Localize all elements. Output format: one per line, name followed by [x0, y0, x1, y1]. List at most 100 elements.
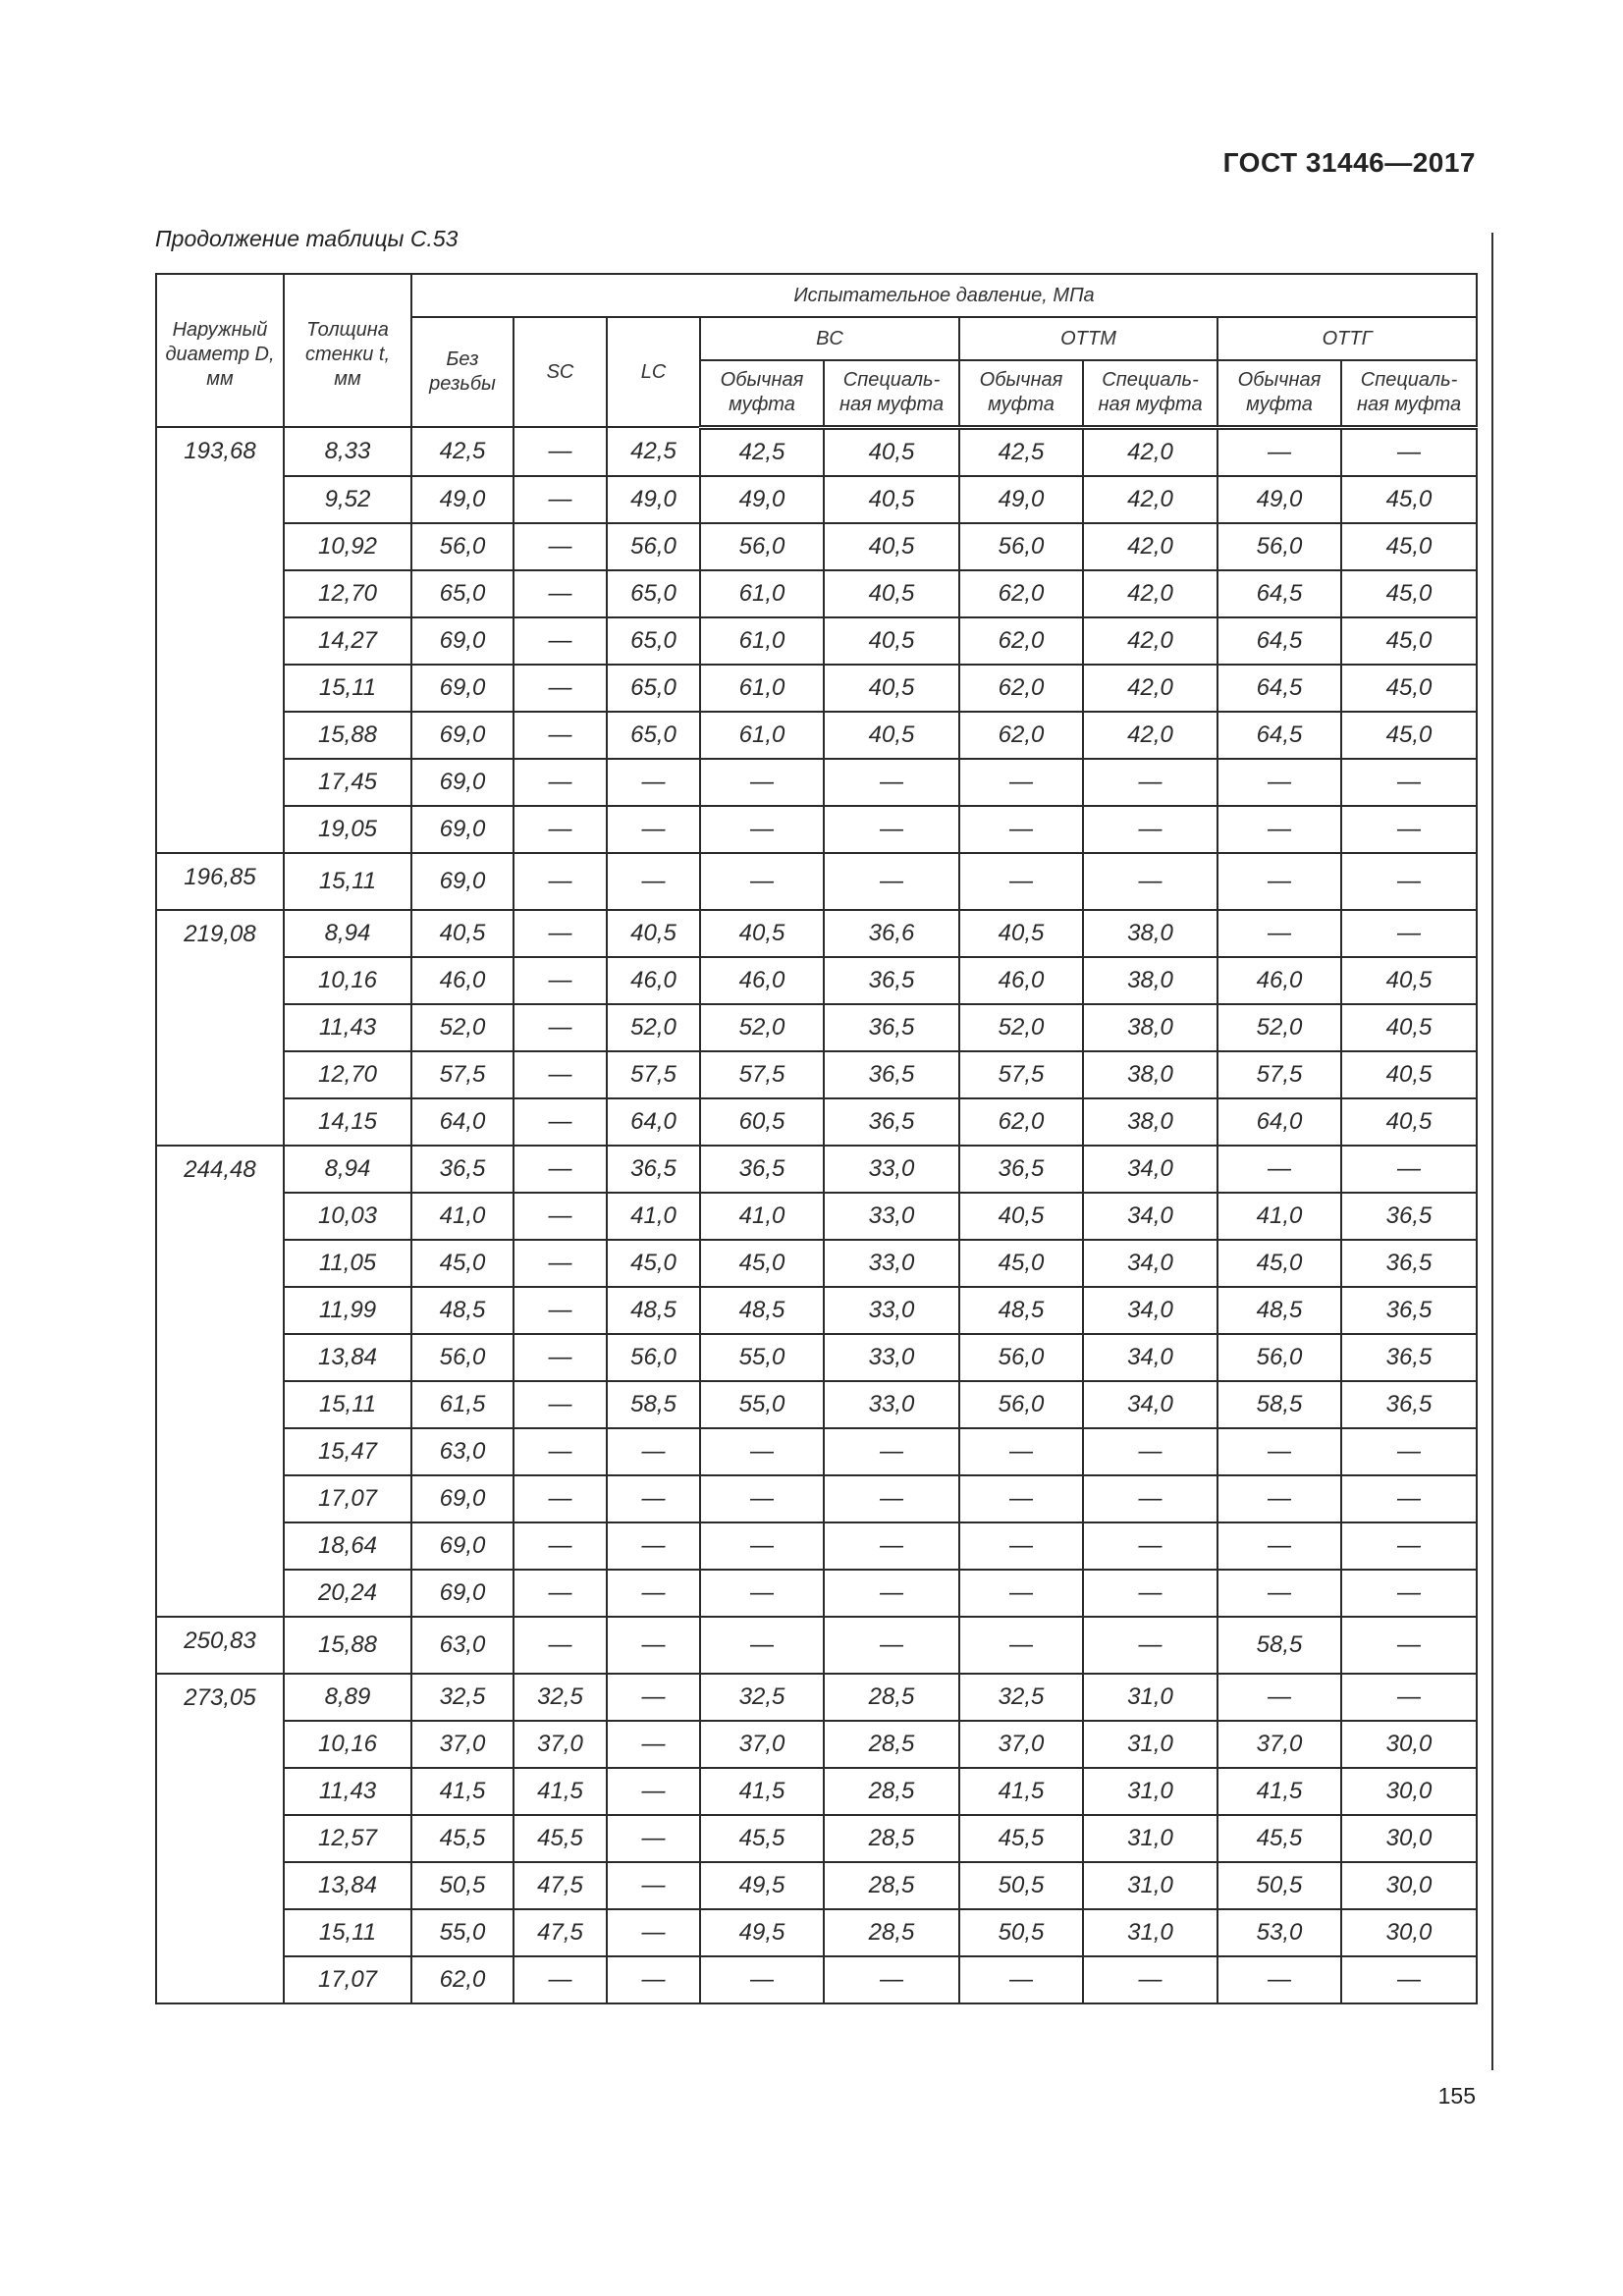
- cell-pressure: 32,5: [699, 1672, 825, 1722]
- cell-pressure: 34,0: [1082, 1238, 1218, 1288]
- page-number: 155: [1437, 2083, 1476, 2109]
- cell-pressure: —: [1217, 1144, 1342, 1194]
- cell-pressure: 32,5: [958, 1672, 1084, 1722]
- cell-pressure: 57,5: [606, 1049, 701, 1099]
- cell-thickness: 10,92: [283, 521, 412, 571]
- cell-pressure: —: [513, 1002, 608, 1052]
- cell-pressure: 48,5: [1217, 1285, 1342, 1335]
- cell-diameter: 193,68: [155, 426, 285, 854]
- header-plain: Без резьбы: [410, 316, 514, 428]
- cell-pressure: —: [513, 908, 608, 958]
- cell-pressure: 36,5: [699, 1144, 825, 1194]
- cell-pressure: —: [606, 1672, 701, 1722]
- cell-pressure: —: [513, 521, 608, 571]
- header-ottm-regular: Обычная муфта: [958, 359, 1084, 430]
- cell-thickness: 11,99: [283, 1285, 412, 1335]
- cell-thickness: 17,07: [283, 1473, 412, 1523]
- table-row: 10,92 56,0—56,0 56,0 40,5 56,0 42,0 56,0 45,0: [156, 521, 1479, 571]
- cell-pressure: —: [1082, 1473, 1218, 1523]
- cell-pressure: 28,5: [823, 1672, 960, 1722]
- table-row: 10,03 41,0—41,0 41,0 33,0 40,5 34,0 41,0 36,5: [156, 1191, 1479, 1241]
- cell-thickness: 15,47: [283, 1426, 412, 1476]
- cell-pressure: 45,0: [1339, 615, 1479, 666]
- cell-pressure: —: [513, 426, 608, 477]
- cell-thickness: 10,03: [283, 1191, 412, 1241]
- cell-pressure: 65,0: [606, 615, 701, 666]
- cell-pressure: 40,5: [1339, 1096, 1479, 1147]
- cell-pressure: 36,5: [606, 1144, 701, 1194]
- cell-pressure: —: [1082, 1954, 1218, 2004]
- cell-pressure: —: [1082, 1521, 1218, 1571]
- cell-pressure: 63,0: [410, 1426, 514, 1476]
- cell-thickness: 20,24: [283, 1568, 412, 1618]
- cell-pressure: 40,5: [606, 908, 701, 958]
- cell-pressure: 40,5: [1339, 955, 1479, 1005]
- cell-pressure: 56,0: [606, 1332, 701, 1382]
- cell-pressure: 37,0: [699, 1719, 825, 1769]
- cell-pressure: 33,0: [823, 1332, 960, 1382]
- cell-pressure: 38,0: [1082, 955, 1218, 1005]
- cell-pressure: 45,5: [699, 1813, 825, 1863]
- cell-thickness: 11,43: [283, 1766, 412, 1816]
- cell-pressure: —: [1339, 1473, 1479, 1523]
- cell-thickness: 13,84: [283, 1860, 412, 1910]
- cell-pressure: —: [513, 1954, 608, 2004]
- cell-pressure: 33,0: [823, 1144, 960, 1194]
- cell-pressure: —: [1339, 1144, 1479, 1194]
- cell-pressure: 41,5: [958, 1766, 1084, 1816]
- cell-pressure: —: [823, 851, 960, 911]
- cell-pressure: —: [513, 710, 608, 760]
- cell-pressure: 52,0: [606, 1002, 701, 1052]
- cell-pressure: —: [513, 663, 608, 713]
- cell-pressure: —: [958, 1954, 1084, 2004]
- cell-pressure: 69,0: [410, 1473, 514, 1523]
- cell-pressure: —: [823, 1954, 960, 2004]
- cell-thickness: 8,94: [283, 908, 412, 958]
- cell-pressure: 64,5: [1217, 615, 1342, 666]
- cell-pressure: 52,0: [1217, 1002, 1342, 1052]
- cell-pressure: —: [513, 474, 608, 524]
- table-row: 193,68 8,33 42,5—42,5 42,5 40,5 42,5 42,0— —: [155, 426, 1479, 854]
- cell-pressure: —: [513, 1238, 608, 1288]
- cell-pressure: 52,0: [410, 1002, 514, 1052]
- cell-pressure: 40,5: [1339, 1049, 1479, 1099]
- cell-pressure: 36,6: [823, 908, 960, 958]
- cell-pressure: 41,5: [699, 1766, 825, 1816]
- cell-pressure: —: [1082, 851, 1218, 911]
- cell-pressure: 64,0: [410, 1096, 514, 1147]
- cell-pressure: 55,0: [699, 1332, 825, 1382]
- cell-pressure: 63,0: [410, 1615, 514, 1675]
- cell-pressure: —: [699, 757, 825, 807]
- cell-pressure: 42,0: [1082, 474, 1218, 524]
- cell-pressure: 45,0: [1339, 474, 1479, 524]
- cell-pressure: —: [606, 1766, 701, 1816]
- cell-pressure: 49,0: [699, 474, 825, 524]
- cell-pressure: 42,0: [1082, 663, 1218, 713]
- cell-pressure: —: [1339, 1521, 1479, 1571]
- cell-pressure: —: [1217, 1954, 1342, 2004]
- table-row: 15,11 69,0—65,0 61,0 40,5 62,0 42,0 64,5 45,0: [156, 663, 1479, 713]
- cell-pressure: —: [513, 955, 608, 1005]
- cell-thickness: 10,16: [283, 1719, 412, 1769]
- cell-pressure: —: [958, 757, 1084, 807]
- cell-pressure: 34,0: [1082, 1332, 1218, 1382]
- cell-pressure: 41,0: [699, 1191, 825, 1241]
- cell-pressure: 30,0: [1339, 1766, 1479, 1816]
- table-row: 244,48 8,94 36,5—36,5 36,5 33,0 36,5 34,0— —: [155, 1144, 1479, 1618]
- table-row: 12,57 45,5 45,5—45,5 28,5 45,5 31,0 45,5 30,0: [156, 1813, 1479, 1863]
- cell-pressure: —: [513, 1144, 608, 1194]
- table-row: 11,05 45,0—45,0 45,0 33,0 45,0 34,0 45,0 36,5: [156, 1238, 1479, 1288]
- cell-pressure: —: [513, 1191, 608, 1241]
- cell-pressure: —: [823, 1521, 960, 1571]
- cell-pressure: —: [513, 615, 608, 666]
- table-row: 14,15 64,0—64,0 60,5 36,5 62,0 38,0 64,0 40,5: [156, 1096, 1479, 1147]
- cell-pressure: 38,0: [1082, 1049, 1218, 1099]
- cell-pressure: —: [513, 1379, 608, 1429]
- cell-pressure: 45,5: [1217, 1813, 1342, 1863]
- cell-pressure: 65,0: [606, 568, 701, 618]
- cell-thickness: 15,11: [283, 1907, 412, 1957]
- cell-pressure: 50,5: [410, 1860, 514, 1910]
- cell-pressure: 42,5: [606, 426, 701, 477]
- table-row: 11,99 48,5—48,5 48,5 33,0 48,5 34,0 48,5 36,5: [156, 1285, 1479, 1335]
- header-diameter: Наружный диаметр D, мм: [155, 273, 285, 428]
